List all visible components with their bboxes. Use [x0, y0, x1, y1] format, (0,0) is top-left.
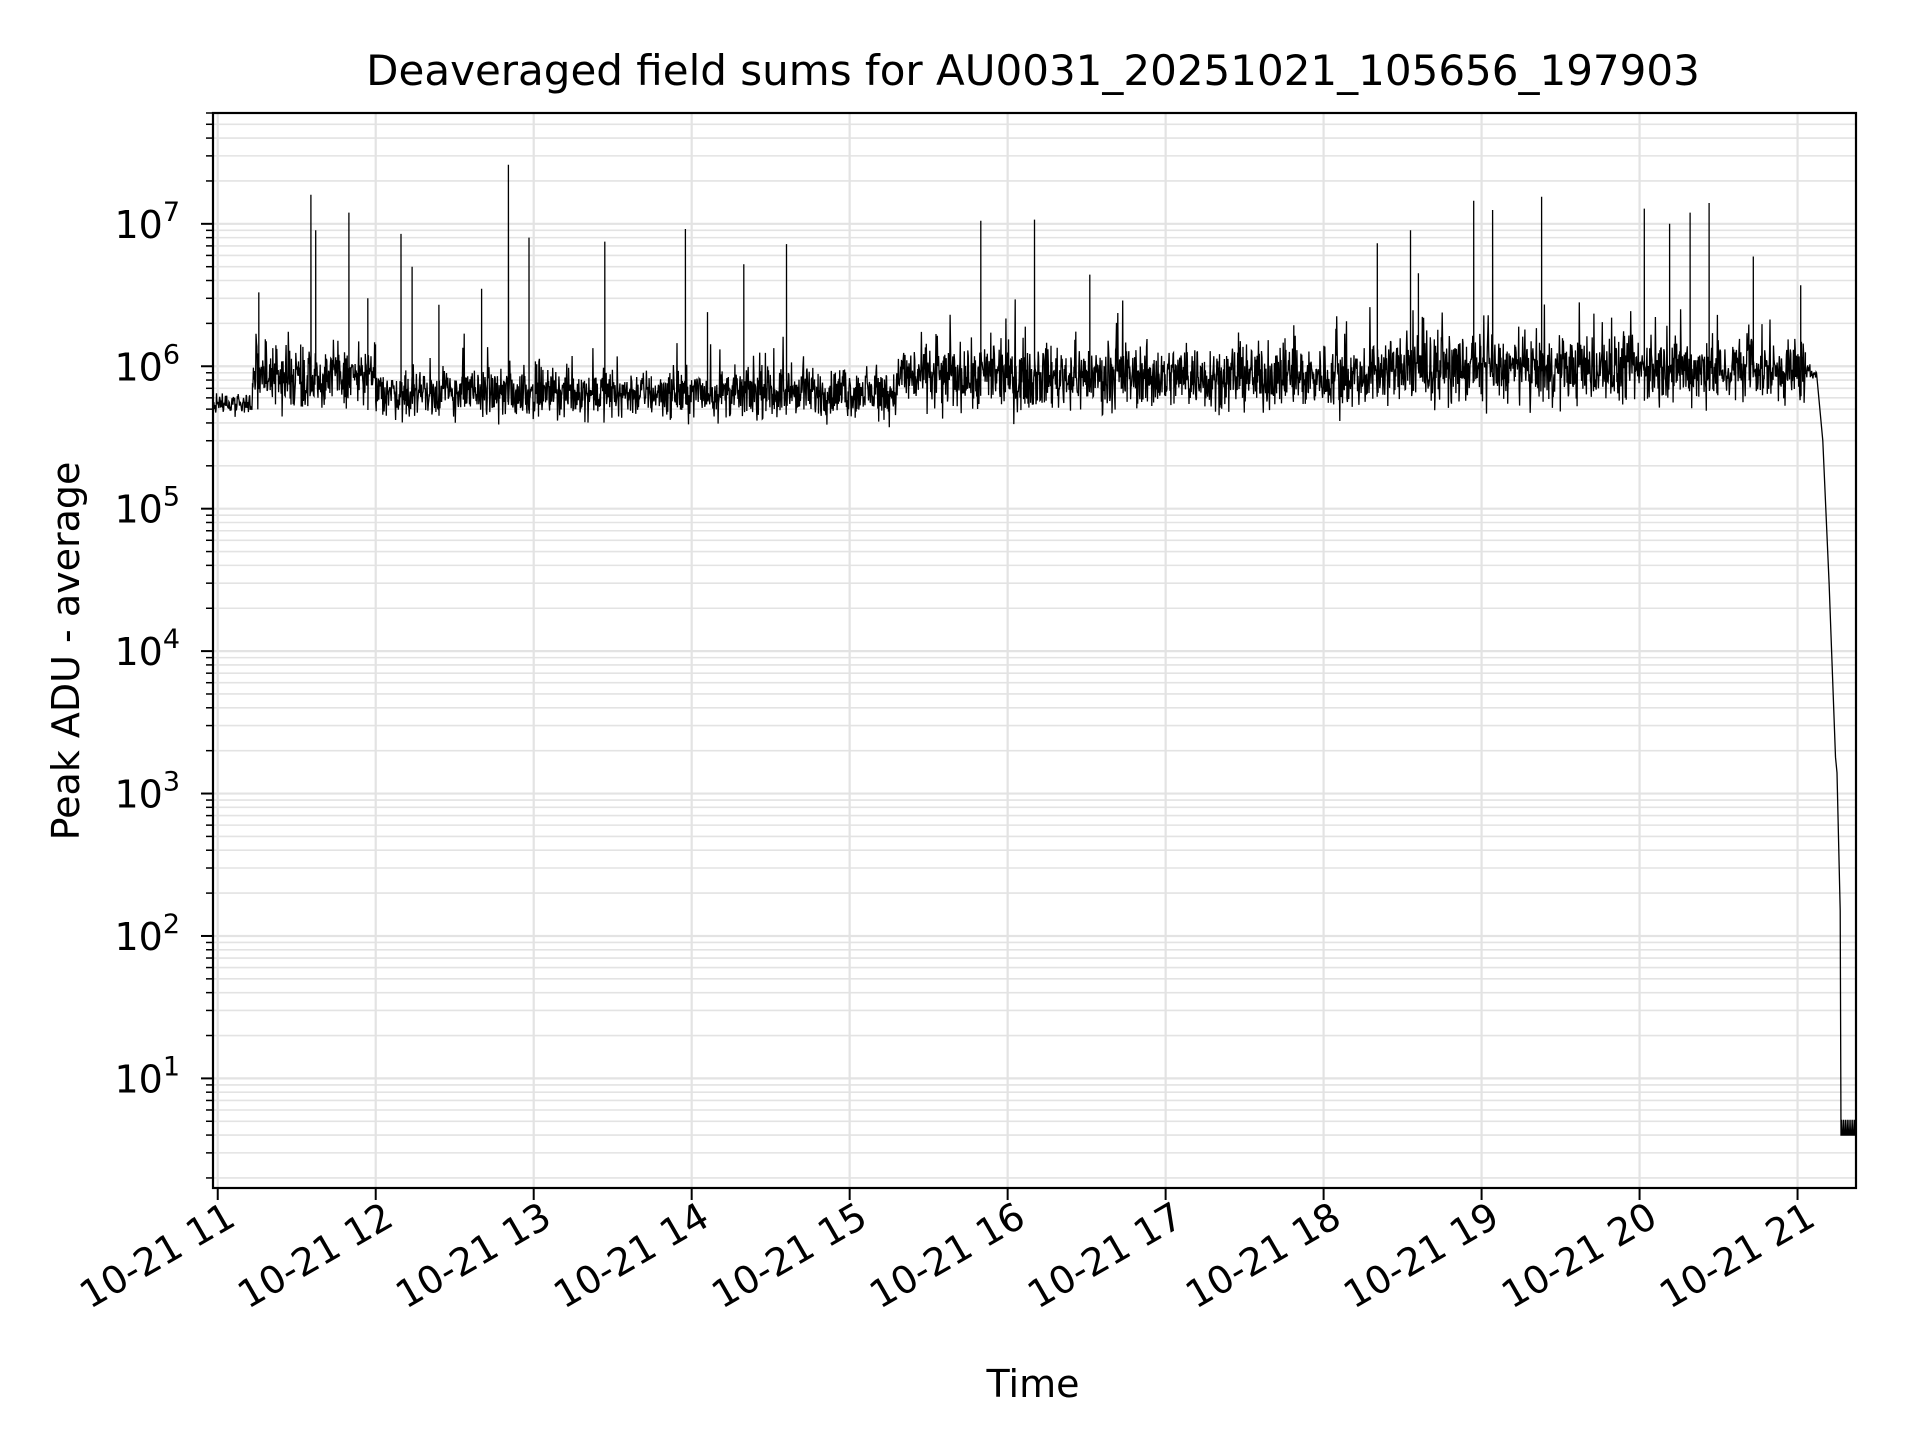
- y-tick-label: 103: [114, 767, 180, 817]
- y-axis-label: Peak ADU - average: [44, 462, 88, 841]
- grid-lines: [213, 112, 1856, 1188]
- y-tick-label-base: 10: [114, 203, 162, 247]
- y-tick-label: 107: [114, 197, 180, 247]
- x-axis-label: Time: [986, 1362, 1080, 1406]
- y-tick-label-exponent: 5: [163, 482, 180, 513]
- chart-title: Deaveraged field sums for AU0031_2025102…: [366, 46, 1700, 95]
- y-tick-label-exponent: 4: [163, 624, 180, 655]
- y-tick-label-base: 10: [114, 488, 162, 532]
- y-tick-label-exponent: 2: [163, 909, 180, 940]
- y-tick-label: 104: [114, 624, 180, 674]
- y-tick-label-base: 10: [114, 773, 162, 817]
- y-tick-label-base: 10: [114, 1057, 162, 1101]
- y-tick-label-exponent: 1: [163, 1051, 180, 1082]
- y-tick-label: 105: [114, 482, 180, 532]
- series-layer: [212, 164, 1856, 1136]
- y-tick-label-exponent: 7: [163, 197, 180, 228]
- y-tick-label-exponent: 3: [163, 767, 180, 798]
- y-tick-label-base: 10: [114, 630, 162, 674]
- y-tick-label-exponent: 6: [163, 339, 180, 370]
- y-tick-label-base: 10: [114, 915, 162, 959]
- y-tick-label-base: 10: [114, 345, 162, 389]
- y-tick-label: 101: [114, 1051, 180, 1101]
- y-tick-label: 106: [114, 339, 180, 389]
- series-line: [212, 164, 1856, 1136]
- y-tick-label: 102: [114, 909, 180, 959]
